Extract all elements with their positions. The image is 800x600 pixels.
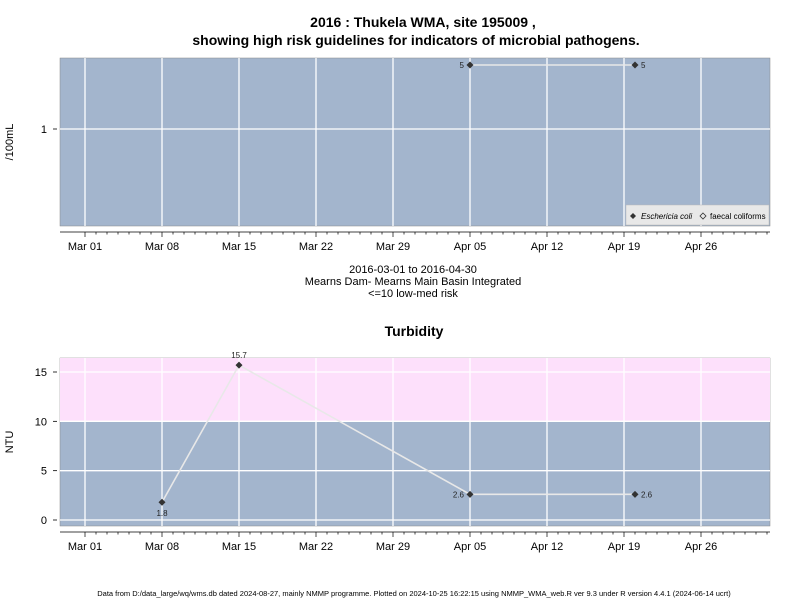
turbidity-x-tick-label: Mar 15 [222,541,256,553]
ecoli-chart: Mar 01 Mar 08 Mar 15 Mar 22 Mar 29 Apr 05 Apr … [4,57,771,253]
ecoli-x-tick-label: Apr 05 [454,241,486,253]
ecoli-y-axis-label: /100mL [4,124,16,161]
legend-ecoli-label: Eschericia coli [641,212,692,221]
turbidity-series-line [161,364,635,503]
ecoli-x-tick-label: Apr 12 [531,241,563,253]
ecoli-x-tick-label: Mar 15 [222,241,256,253]
turbidity-y-tick-label: 5 [41,466,47,478]
ecoli-legend: Eschericia coli faecal coliforms [625,204,770,226]
ecoli-x-axis: Mar 01 Mar 08 Mar 15 Mar 22 Mar 29 Apr 05 Apr … [60,231,770,253]
subtitle-line2: Mearns Dam- Mearns Main Basin Integrated [305,276,521,288]
subtitle-line1: 2016-03-01 to 2016-04-30 [349,264,477,276]
turbidity-data-point [158,498,166,506]
subtitle-line3: <=10 low-med risk [368,288,458,300]
figure-title-line1: 2016 : Thukela WMA, site 195009 , [310,14,536,30]
turbidity-x-tick-label: Mar 29 [376,541,410,553]
turbidity-chart: Turbidity Mar 01 Mar 08 Mar 15 Mar 22 Mar 29… [4,323,771,553]
turbidity-y-axis: 0 5 10 15 [35,367,57,527]
legend-faecal-label: faecal coliforms [710,212,766,221]
turbidity-series: 1.8 15.7 2.6 2.6 [156,351,652,518]
ecoli-x-tick-label: Mar 01 [68,241,102,253]
turbidity-gridlines [60,358,770,526]
turbidity-y-tick-label: 0 [41,515,47,527]
turbidity-x-tick-label: Mar 08 [145,541,179,553]
turbidity-data-point [631,490,639,498]
turbidity-data-label: 1.8 [156,509,168,518]
turbidity-x-tick-label: Mar 01 [68,541,102,553]
turbidity-data-label: 2.6 [453,490,465,499]
turbidity-x-tick-label: Apr 26 [685,541,717,553]
turbidity-x-axis: Mar 01 Mar 08 Mar 15 Mar 22 Mar 29 Apr 05 Apr … [60,531,770,553]
turbidity-data-point [466,490,474,498]
ecoli-gridlines [60,58,770,226]
legend-faecal-marker [699,212,707,220]
turbidity-data-label: 15.7 [231,351,247,360]
turbidity-y-tick-label: 10 [35,416,47,428]
ecoli-x-tick-label: Mar 08 [145,241,179,253]
ecoli-data-point [631,61,639,69]
ecoli-panel-background [59,57,771,227]
ecoli-y-axis: 1 [41,124,57,136]
legend-box [625,204,770,226]
ecoli-x-tick-label: Apr 26 [685,241,717,253]
ecoli-x-tick-label: Mar 22 [299,241,333,253]
ecoli-data-label: 5 [641,61,646,70]
turbidity-x-tick-label: Apr 12 [531,541,563,553]
turbidity-x-tick-label: Mar 22 [299,541,333,553]
turbidity-x-tick-label: Apr 19 [608,541,640,553]
ecoli-data-label: 5 [460,61,465,70]
turbidity-title: Turbidity [385,323,444,339]
footer-note: Data from D:/data_large/wq/wms.db dated … [97,589,731,598]
ecoli-x-tick-label: Apr 19 [608,241,640,253]
ecoli-data-point [466,61,474,69]
turbidity-data-label: 2.6 [641,490,653,499]
legend-ecoli-marker [630,213,636,219]
turbidity-y-axis-label: NTU [4,431,16,454]
turbidity-x-tick-label: Apr 05 [454,541,486,553]
ecoli-x-tick-label: Mar 29 [376,241,410,253]
turbidity-y-tick-label: 15 [35,367,47,379]
risk-band [60,358,770,422]
turbidity-data-point [235,361,243,369]
ecoli-y-tick-label: 1 [41,124,47,136]
figure-title-line2: showing high risk guidelines for indicat… [192,32,639,48]
